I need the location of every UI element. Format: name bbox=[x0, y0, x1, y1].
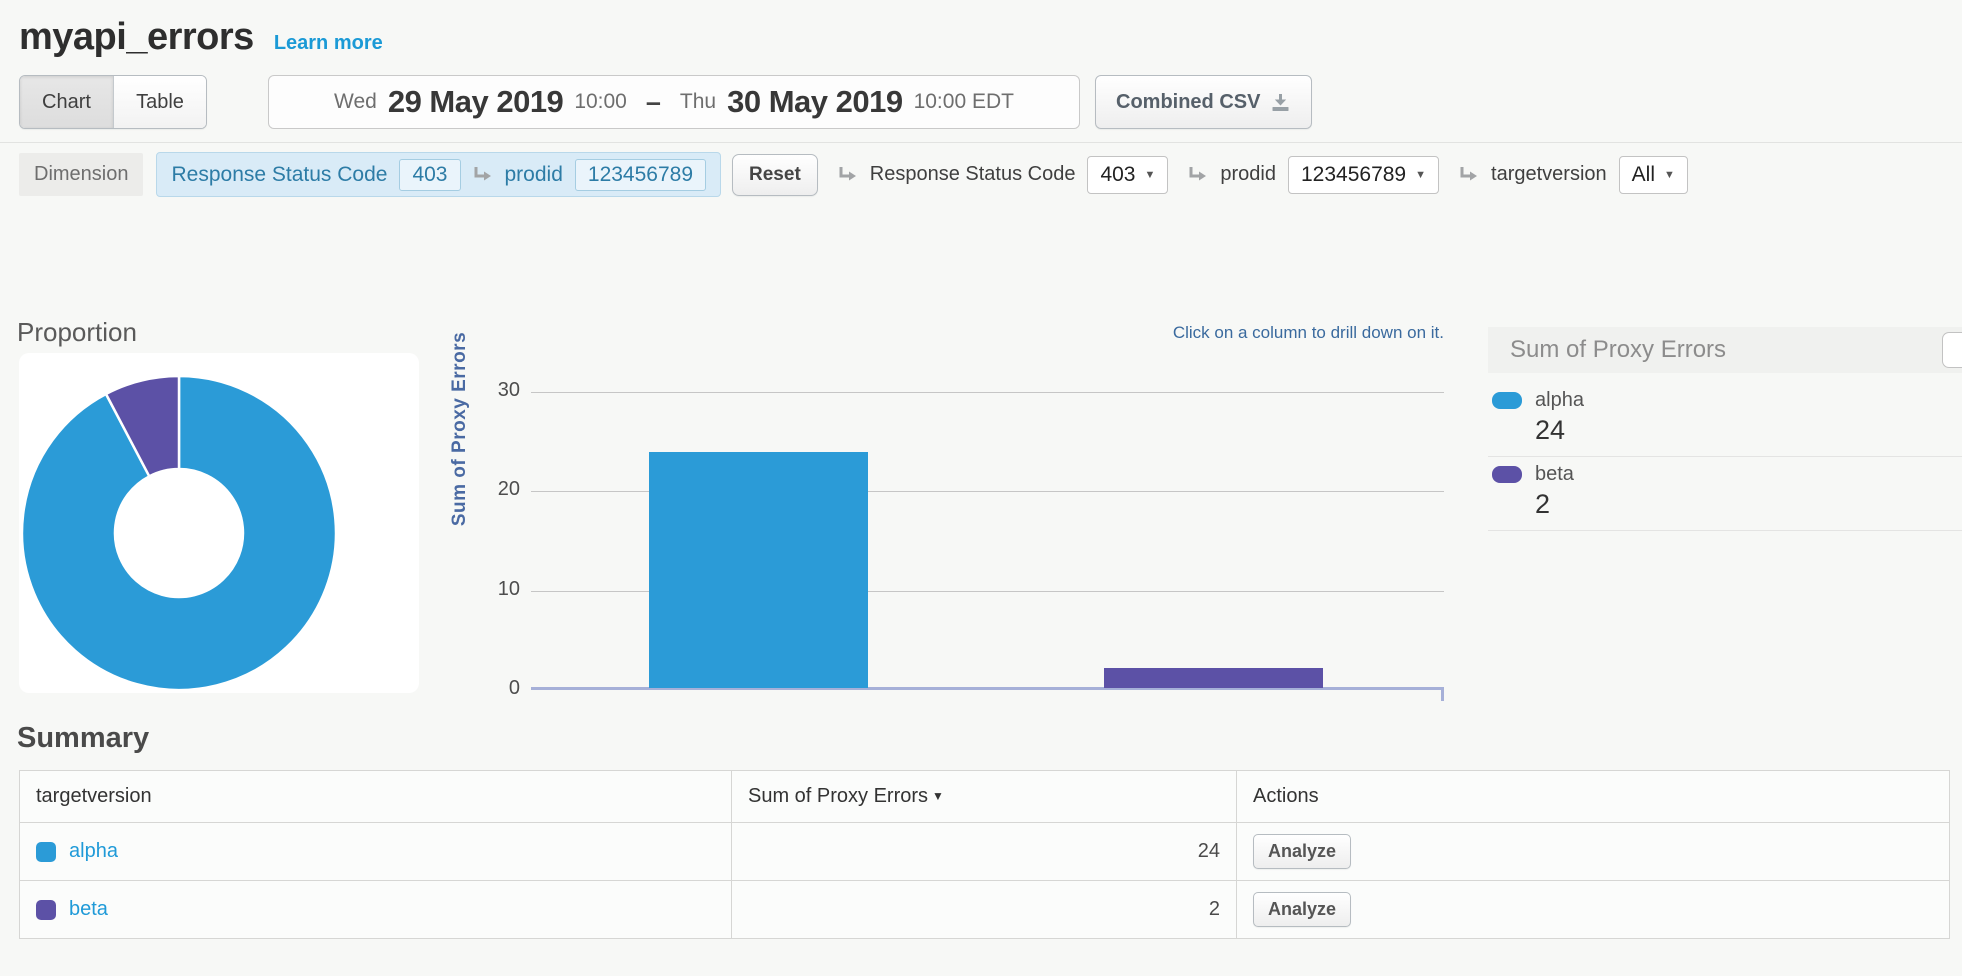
page-header: myapi_errors Learn more bbox=[0, 0, 1962, 59]
selector-label: Response Status Code bbox=[869, 163, 1076, 185]
column-header-actions: Actions bbox=[1236, 770, 1950, 823]
column-header-sum-of-proxy-errors[interactable]: Sum of Proxy Errors ▼ bbox=[731, 770, 1237, 823]
filter-name: prodid bbox=[504, 162, 563, 186]
chevron-down-icon: ▼ bbox=[1144, 168, 1156, 181]
donut-slice-alpha[interactable] bbox=[20, 374, 338, 692]
table-row-beta: beta 2 Analyze bbox=[19, 880, 1950, 939]
learn-more-link[interactable]: Learn more bbox=[273, 32, 383, 54]
drilldown-arrow-icon bbox=[1460, 167, 1478, 181]
beta-color-swatch bbox=[36, 899, 56, 920]
gridline bbox=[531, 591, 1444, 592]
table-view-button[interactable]: Table bbox=[113, 76, 206, 128]
sort-descending-icon: ▼ bbox=[932, 789, 944, 803]
date-range-separator: – bbox=[645, 86, 661, 117]
drilldown-arrow-icon bbox=[839, 167, 856, 181]
drilldown-arrow-icon bbox=[474, 167, 491, 181]
y-axis-tick: 10 bbox=[497, 578, 520, 600]
proportion-donut-chart bbox=[20, 374, 338, 692]
toolbar: Chart Table Wed 29 May 2019 10:00 – Thu … bbox=[19, 75, 1962, 129]
summary-title: Summary bbox=[17, 722, 150, 754]
y-axis-tick: 0 bbox=[508, 677, 520, 699]
beta-link[interactable]: beta bbox=[69, 898, 108, 920]
reset-button[interactable]: Reset bbox=[732, 153, 818, 196]
legend-item-beta[interactable]: beta 2 bbox=[1488, 457, 1962, 531]
download-icon bbox=[1272, 93, 1289, 111]
x-axis-line bbox=[531, 687, 1444, 690]
drilldown-arrow-icon bbox=[1189, 167, 1207, 181]
beta-color-swatch bbox=[1492, 466, 1522, 483]
legend-item-value: 2 bbox=[1535, 489, 1551, 519]
summary-table: targetversion Sum of Proxy Errors ▼ Actio… bbox=[19, 770, 1950, 939]
combined-csv-button[interactable]: Combined CSV bbox=[1095, 75, 1313, 129]
legend-title: Sum of Proxy Errors bbox=[1510, 336, 1727, 363]
filter-value-chip: 403 bbox=[399, 158, 461, 191]
legend-header: Sum of Proxy Errors bbox=[1488, 327, 1962, 373]
start-time: 10:00 bbox=[574, 90, 627, 113]
proportion-title: Proportion bbox=[17, 317, 137, 347]
toolbar-divider bbox=[0, 142, 1962, 143]
bar-beta[interactable] bbox=[1104, 668, 1323, 688]
legend-item-label: beta bbox=[1535, 463, 1574, 485]
targetversion-select[interactable]: All ▼ bbox=[1618, 155, 1688, 194]
prodid-select[interactable]: 123456789 ▼ bbox=[1288, 155, 1440, 194]
alpha-error-count: 24 bbox=[731, 822, 1237, 881]
x-axis-end-tick bbox=[1441, 687, 1444, 701]
selector-label: targetversion bbox=[1491, 163, 1607, 185]
selected-value: All bbox=[1631, 162, 1655, 186]
active-filters-box: Response Status Code 403 prodid 12345678… bbox=[156, 152, 722, 197]
end-day: Thu bbox=[679, 90, 717, 113]
chevron-down-icon: ▼ bbox=[1415, 168, 1427, 181]
gridline bbox=[531, 491, 1444, 492]
legend-overflow-button[interactable] bbox=[1942, 332, 1962, 368]
legend-item-alpha[interactable]: alpha 24 bbox=[1488, 383, 1962, 457]
bar-chart-plot-area bbox=[531, 392, 1444, 701]
filter-name: Response Status Code bbox=[171, 162, 388, 186]
donut-slice-beta[interactable] bbox=[104, 374, 181, 478]
view-toggle: Chart Table bbox=[19, 75, 207, 129]
beta-error-count: 2 bbox=[731, 880, 1237, 939]
selector-label: prodid bbox=[1220, 163, 1276, 185]
chevron-down-icon: ▼ bbox=[1663, 168, 1675, 181]
dimension-label: Dimension bbox=[19, 153, 144, 196]
legend-item-value: 24 bbox=[1535, 415, 1566, 445]
end-date: 30 May 2019 bbox=[727, 84, 903, 119]
dimension-bar: Dimension Response Status Code 403 prodi… bbox=[0, 143, 1962, 207]
start-day: Wed bbox=[334, 90, 377, 113]
analyze-alpha-button[interactable]: Analyze bbox=[1253, 834, 1352, 869]
alpha-color-swatch bbox=[36, 841, 56, 862]
selected-value: 123456789 bbox=[1301, 162, 1407, 186]
summary-table-header-row: targetversion Sum of Proxy Errors ▼ Actio… bbox=[19, 770, 1950, 823]
selected-value: 403 bbox=[1100, 162, 1136, 186]
date-range-picker[interactable]: Wed 29 May 2019 10:00 – Thu 30 May 2019 … bbox=[268, 75, 1080, 129]
alpha-link[interactable]: alpha bbox=[69, 840, 118, 862]
y-axis-tick: 20 bbox=[497, 478, 520, 500]
legend-item-label: alpha bbox=[1535, 389, 1584, 411]
bar-alpha[interactable] bbox=[649, 452, 868, 688]
start-date: 29 May 2019 bbox=[387, 84, 564, 119]
charts-section: Proportion Click on a column to drill do… bbox=[0, 207, 1962, 722]
filter-value-chip: 123456789 bbox=[574, 158, 707, 191]
combined-csv-label: Combined CSV bbox=[1116, 90, 1261, 113]
end-time: 10:00 EDT bbox=[913, 90, 1014, 113]
page-title: myapi_errors bbox=[19, 16, 254, 58]
alpha-color-swatch bbox=[1492, 392, 1522, 409]
gridline bbox=[531, 392, 1444, 393]
response-status-code-select[interactable]: 403 ▼ bbox=[1087, 155, 1169, 194]
drilldown-hint-text: Click on a column to drill down on it. bbox=[1172, 323, 1444, 342]
proportion-donut-card bbox=[19, 353, 419, 693]
chart-view-button[interactable]: Chart bbox=[20, 76, 113, 128]
chart-legend: Sum of Proxy Errors alpha 24 beta 2 bbox=[1488, 327, 1962, 531]
column-header-targetversion[interactable]: targetversion bbox=[19, 770, 732, 823]
table-row-alpha: alpha 24 Analyze bbox=[19, 822, 1950, 881]
y-axis-tick: 30 bbox=[497, 379, 520, 401]
analyze-beta-button[interactable]: Analyze bbox=[1253, 892, 1352, 927]
